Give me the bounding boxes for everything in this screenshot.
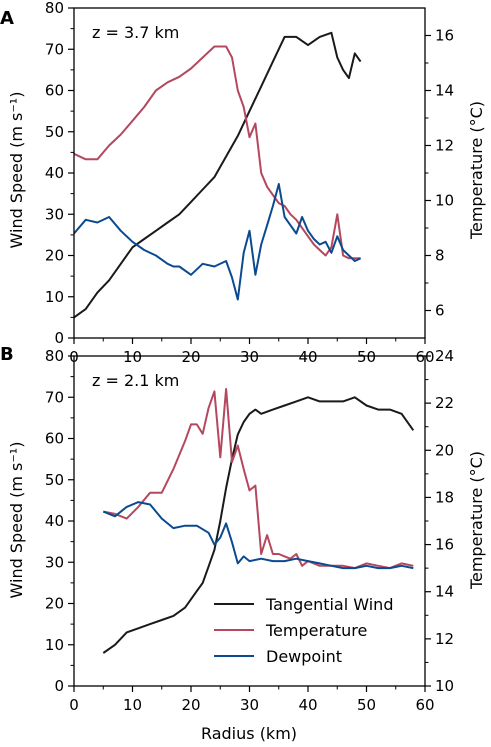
- panel-a-y-tick-label: 50: [45, 123, 64, 141]
- panel-b-y-tick-label: 80: [45, 347, 64, 365]
- panel-b-letter: B: [0, 344, 14, 365]
- panel-a-y2-tick-label: 8: [435, 247, 445, 265]
- panel-b-y2-tick-label: 10: [435, 677, 454, 695]
- panel-b-y-tick-label: 30: [45, 553, 64, 571]
- panel-b-x-tick-label: 10: [123, 696, 142, 714]
- legend-label-temperature: Temperature: [265, 621, 367, 640]
- panel-b-y-tick-label: 50: [45, 471, 64, 489]
- panel-b-y-tick-label: 40: [45, 512, 64, 530]
- panel-b-x-tick-label: 60: [415, 696, 434, 714]
- panel-b-x-tick-label: 0: [69, 696, 79, 714]
- panel-a-y-tick-label: 10: [45, 288, 64, 306]
- x-axis-label: Radius (km): [201, 724, 297, 743]
- panel-a-y-tick-label: 30: [45, 205, 64, 223]
- panel-b-y2-tick-label: 20: [435, 441, 454, 459]
- panel-b-y-tick-label: 20: [45, 595, 64, 613]
- panel-b-y2-tick-label: 22: [435, 394, 454, 412]
- panel-a-y2-tick-label: 16: [435, 27, 454, 45]
- panel-a-y2-tick-label: 6: [435, 302, 445, 320]
- panel-a-x-tick-label: 30: [240, 348, 259, 366]
- panel-a-dewpoint-line: [73, 183, 362, 301]
- panel-b-altitude-annotation: z = 2.1 km: [92, 371, 179, 390]
- panel-a-y-axis-label: Wind Speed (m s⁻¹): [7, 92, 26, 249]
- panel-b-x-tick-label: 40: [298, 696, 317, 714]
- panel-a: A z = 3.7 km Wind Speed (m s⁻¹) Temperat…: [0, 0, 486, 366]
- panel-a-x-tick-label: 20: [181, 348, 200, 366]
- panel-b-temperature-line: [103, 388, 414, 570]
- panel-a-plot-frame: [73, 7, 426, 339]
- panel-a-y-tick-label: 70: [45, 40, 64, 58]
- panel-b-y-axis-label: Wind Speed (m s⁻¹): [7, 442, 26, 599]
- panel-a-y2-tick-label: 12: [435, 137, 454, 155]
- panel-a-y2-tick-label: 10: [435, 192, 454, 210]
- panel-b-x-tick-label: 20: [181, 696, 200, 714]
- panel-b-x-tick-label: 30: [240, 696, 259, 714]
- panel-b-plot-frame: [73, 355, 426, 687]
- panel-b-y2-tick-label: 12: [435, 630, 454, 648]
- panel-a-temperature-line: [73, 45, 361, 260]
- panel-b-y-tick-label: 0: [54, 677, 64, 695]
- panel-b: B z = 2.1 km Wind Speed (m s⁻¹) Temperat…: [0, 344, 486, 743]
- legend-label-wind: Tangential Wind: [265, 595, 393, 614]
- legend-label-dewpoint: Dewpoint: [266, 647, 342, 666]
- panel-a-letter: A: [0, 8, 14, 29]
- panel-b-y2-tick-label: 16: [435, 536, 454, 554]
- panel-a-x-tick-label: 40: [298, 348, 317, 366]
- panel-b-y2-tick-label: 18: [435, 488, 454, 506]
- panel-b-dewpoint-line: [102, 501, 414, 570]
- panel-b-y-tick-label: 70: [45, 388, 64, 406]
- panel-a-x-tick-label: 10: [123, 348, 142, 366]
- panel-a-y2-axis-label: Temperature (°C): [467, 101, 486, 240]
- panel-a-y2-tick-label: 14: [435, 82, 454, 100]
- panel-a-x-tick-label: 50: [357, 348, 376, 366]
- panel-b-x-tick-label: 50: [357, 696, 376, 714]
- panel-a-y-tick-label: 60: [45, 82, 64, 100]
- panel-a-y-tick-label: 40: [45, 164, 64, 182]
- panel-b-wind-line: [102, 396, 415, 654]
- panel-a-y-tick-label: 80: [45, 0, 64, 17]
- panel-b-y2-tick-label: 14: [435, 583, 454, 601]
- panel-b-y-tick-label: 60: [45, 430, 64, 448]
- panel-a-y-tick-label: 20: [45, 247, 64, 265]
- panel-a-wind-line: [73, 31, 362, 319]
- panel-b-y-tick-label: 10: [45, 636, 64, 654]
- panel-b-y2-axis-label: Temperature (°C): [467, 451, 486, 590]
- panel-a-altitude-annotation: z = 3.7 km: [92, 23, 179, 42]
- panel-b-y2-tick-label: 24: [435, 347, 454, 365]
- panel-a-y-tick-label: 0: [54, 329, 64, 347]
